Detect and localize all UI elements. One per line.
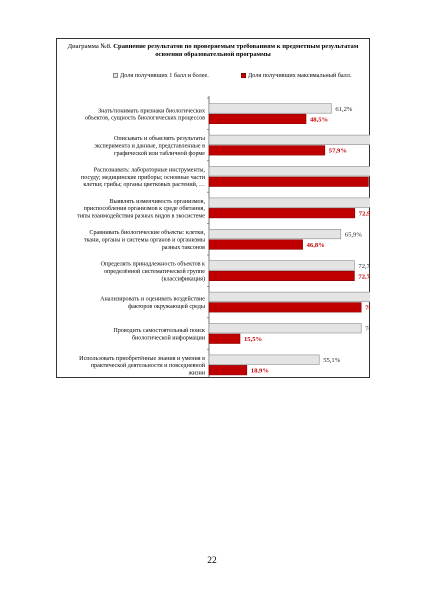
data-label-series-2: 72,9% — [359, 210, 370, 217]
page-number: 22 — [207, 556, 217, 566]
chart-frame — [56, 38, 370, 378]
chart-title-text: Сравнение результатов по проверяемым тре… — [113, 43, 359, 58]
legend-item-series-1: Доля получивших 1 балл и более. — [113, 72, 209, 80]
category-label: Анализировать и оценивать воздействие фак… — [100, 296, 205, 310]
category-label: Знать/понимать признаки биологических объ… — [85, 107, 205, 121]
bar-series-1 — [208, 260, 355, 271]
bar-series-1 — [208, 166, 370, 177]
bar-series-1 — [208, 291, 370, 302]
bar-series-1 — [208, 229, 342, 240]
chart-title-prefix: Диаграмма №8. — [67, 43, 112, 50]
bar-series-1 — [208, 103, 332, 114]
category-label: Описывать и объяснять результаты эксперим… — [94, 135, 205, 157]
data-label-series-1: 76,1% — [365, 326, 370, 333]
data-label-series-1: 72,7% — [358, 263, 370, 270]
category-label: Определять принадлежность объектов к опре… — [101, 261, 206, 283]
category-label: Распознавать: лабораторные инструменты, п… — [81, 166, 206, 188]
category-label: Использовать приобретённые знания и умен… — [79, 355, 206, 377]
data-label-series-1: 65,9% — [345, 231, 363, 238]
bar-series-1 — [208, 354, 320, 365]
category-label: Выявлять изменчивость организмов, приспос… — [77, 199, 205, 220]
bar-series-2 — [208, 176, 369, 187]
bar-series-1 — [208, 197, 370, 208]
category-label: Проводить самостоятельный поиск биологиче… — [113, 327, 205, 341]
data-label-series-2: 46,8% — [307, 242, 325, 249]
bar-series-2 — [208, 145, 326, 156]
legend-label-series-1: Доля получивших 1 балл и более. — [120, 72, 209, 79]
bar-chart: Знать/понимать признаки биологических объ… — [77, 96, 370, 378]
bar-series-2 — [208, 270, 355, 281]
legend-item-series-2: Доля получивших максимальный балл. — [241, 72, 351, 80]
bar-series-2 — [208, 208, 356, 219]
data-label-series-2: 15,5% — [244, 336, 262, 343]
bar-series-2 — [208, 302, 362, 313]
data-label-series-2: 18,9% — [251, 367, 269, 374]
bar-series-1 — [208, 323, 362, 334]
data-label-series-1: 61,2% — [335, 106, 353, 113]
data-label-series-2: 57,9% — [329, 148, 347, 155]
bar-series-2 — [208, 333, 241, 344]
bar-series-1 — [208, 134, 370, 145]
data-label-series-2: 76,1% — [365, 305, 370, 312]
bar-series-2 — [208, 113, 307, 124]
legend-swatch-series-1 — [113, 72, 118, 78]
legend-label-series-2: Доля получивших максимальный балл. — [248, 72, 352, 79]
category-label: Сравнивать биологические объекты: клетки… — [84, 229, 206, 251]
bar-series-2 — [208, 365, 248, 376]
data-label-series-1: 55,1% — [323, 357, 341, 364]
legend-swatch-series-2 — [241, 72, 246, 78]
bar-series-2 — [208, 239, 303, 250]
data-label-series-2: 72,7% — [358, 273, 370, 280]
chart-title: Диаграмма №8. Сравнение результатов по п… — [56, 43, 370, 59]
data-label-series-2: 48,5% — [310, 116, 328, 123]
